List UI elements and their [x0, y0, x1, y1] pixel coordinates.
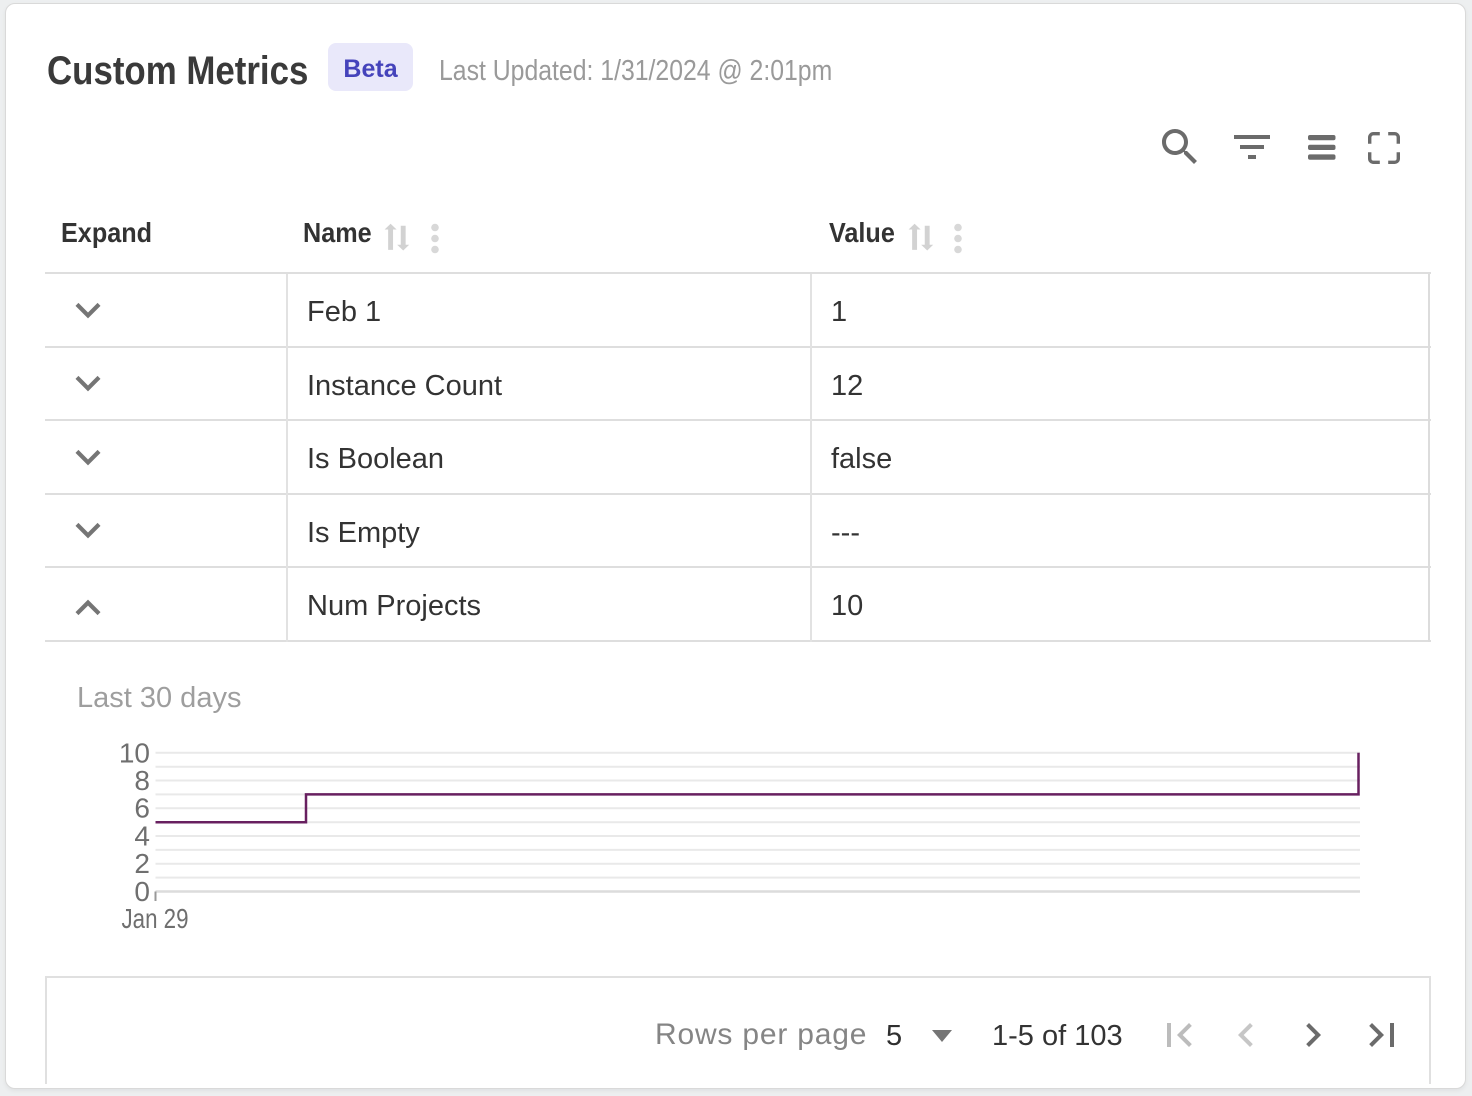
svg-text:0: 0: [134, 876, 150, 907]
svg-text:Jan 29: Jan 29: [122, 903, 189, 934]
svg-text:2: 2: [134, 848, 150, 879]
svg-text:6: 6: [134, 793, 150, 824]
svg-text:8: 8: [134, 765, 150, 796]
svg-text:4: 4: [134, 821, 150, 852]
svg-text:10: 10: [119, 737, 150, 768]
